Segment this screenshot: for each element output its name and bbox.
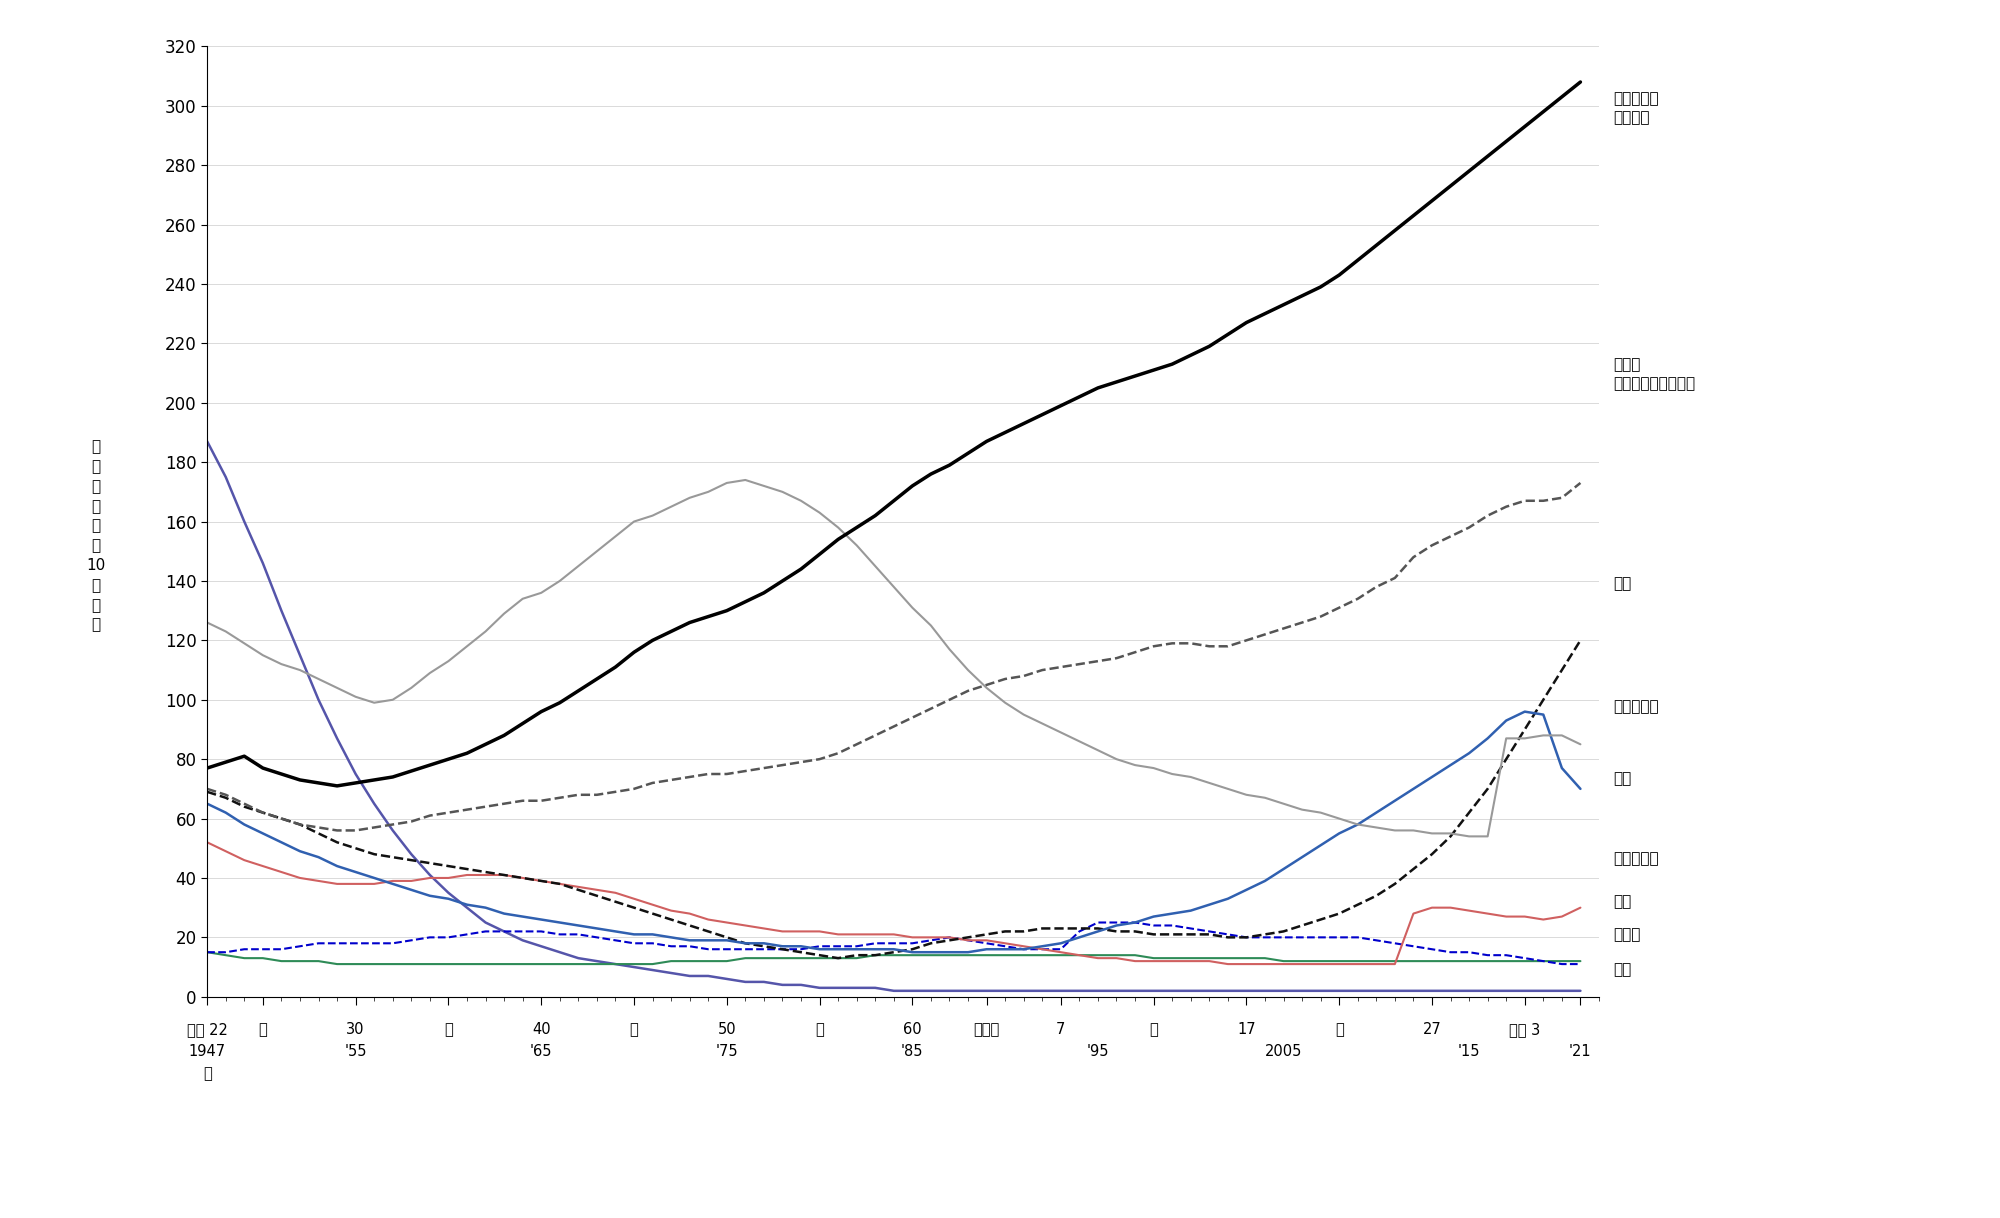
Text: '85: '85	[902, 1044, 924, 1058]
Text: '15: '15	[1458, 1044, 1480, 1058]
Text: 脳血管疾患: 脳血管疾患	[1612, 699, 1658, 715]
Text: ．平成: ．平成	[974, 1022, 1000, 1037]
Text: 27: 27	[1422, 1022, 1442, 1037]
Text: '55: '55	[344, 1044, 366, 1058]
Text: '75: '75	[716, 1044, 738, 1058]
Text: 老衰: 老衰	[1612, 576, 1632, 591]
Text: 悪性新生物
＜腫瘍＞: 悪性新生物 ＜腫瘍＞	[1612, 91, 1658, 125]
Text: 年: 年	[202, 1066, 212, 1082]
Text: ．: ．	[258, 1022, 268, 1037]
Text: ．: ．	[816, 1022, 824, 1037]
Text: '65: '65	[530, 1044, 552, 1058]
Text: 自殺: 自殺	[1612, 894, 1632, 909]
Text: ．: ．	[630, 1022, 638, 1037]
Text: 17: 17	[1238, 1022, 1256, 1037]
Text: 1947: 1947	[188, 1044, 226, 1058]
Text: 心疾患
（高血圧性を除く）: 心疾患 （高血圧性を除く）	[1612, 357, 1696, 391]
Text: 昭和 22: 昭和 22	[186, 1022, 228, 1037]
Text: ．: ．	[444, 1022, 452, 1037]
Text: ．: ．	[1150, 1022, 1158, 1037]
Text: 不慮の事故: 不慮の事故	[1612, 851, 1658, 866]
Text: '95: '95	[1086, 1044, 1110, 1058]
Text: 2005: 2005	[1264, 1044, 1302, 1058]
Text: 結核: 結核	[1612, 962, 1632, 978]
Text: '21: '21	[1570, 1044, 1592, 1058]
Text: 死
亡
率
（
人
口
10
万
対
）: 死 亡 率 （ 人 口 10 万 対 ）	[86, 440, 106, 632]
Text: 令和 3: 令和 3	[1510, 1022, 1540, 1037]
Text: 30: 30	[346, 1022, 364, 1037]
Text: 肺炎: 肺炎	[1612, 771, 1632, 786]
Text: ．: ．	[1334, 1022, 1344, 1037]
Text: 40: 40	[532, 1022, 550, 1037]
Text: 7: 7	[1056, 1022, 1066, 1037]
Text: 60: 60	[904, 1022, 922, 1037]
Text: 50: 50	[718, 1022, 736, 1037]
Text: 肝疾患: 肝疾患	[1612, 927, 1640, 943]
